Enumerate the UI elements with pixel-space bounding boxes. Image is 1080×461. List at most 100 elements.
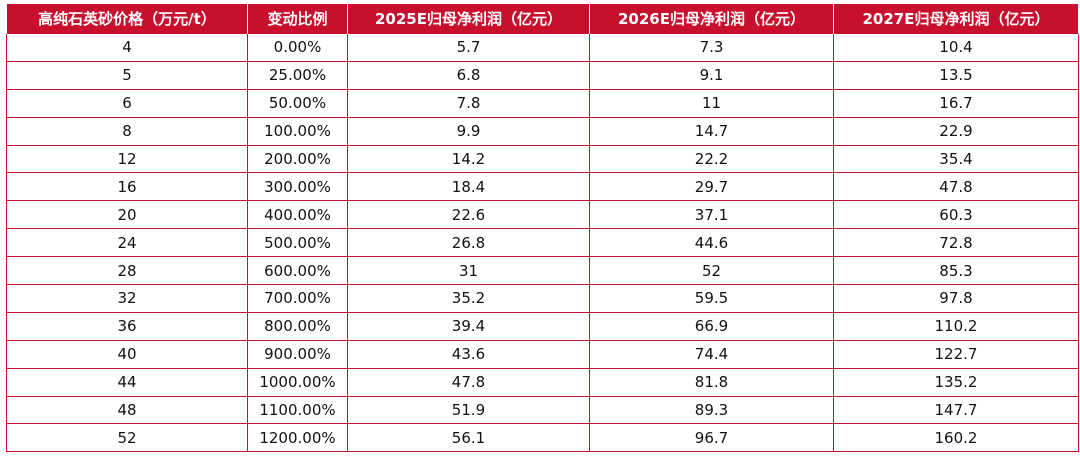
cell-profit-2027e: 16.7 [833,88,1079,118]
cell-profit-2027e: 85.3 [833,256,1079,286]
table-body: 4 0.00% 5.7 7.3 10.4 5 25.00% 6.8 9.1 13.5 6 50.00%… [6,33,1079,453]
cell-profit-2026e: 44.6 [589,228,834,258]
cell-price: 36 [6,311,248,341]
cell-profit-2025e: 47.8 [347,367,590,397]
cell-profit-2026e: 14.7 [589,116,834,146]
cell-profit-2026e: 11 [589,88,834,118]
table-row: 12 200.00% 14.2 22.2 35.4 [6,144,1079,174]
table-row: 20 400.00% 22.6 37.1 60.3 [6,200,1079,230]
cell-price: 28 [6,256,248,286]
cell-profit-2027e: 122.7 [833,339,1079,369]
cell-profit-2025e: 9.9 [347,116,590,146]
table-row: 6 50.00% 7.8 11 16.7 [6,88,1079,118]
cell-profit-2026e: 22.2 [589,144,834,174]
cell-profit-2025e: 43.6 [347,339,590,369]
cell-change-ratio: 200.00% [247,144,348,174]
cell-profit-2026e: 37.1 [589,200,834,230]
cell-profit-2025e: 39.4 [347,311,590,341]
cell-profit-2026e: 52 [589,256,834,286]
cell-profit-2025e: 56.1 [347,423,590,453]
cell-price: 6 [6,88,248,118]
table-row: 40 900.00% 43.6 74.4 122.7 [6,339,1079,369]
cell-profit-2026e: 59.5 [589,284,834,313]
cell-profit-2025e: 31 [347,256,590,286]
table-row: 32 700.00% 35.2 59.5 97.8 [6,284,1079,313]
table-row: 16 300.00% 18.4 29.7 47.8 [6,172,1079,202]
cell-price: 24 [6,228,248,258]
cell-change-ratio: 400.00% [247,200,348,230]
cell-profit-2027e: 47.8 [833,172,1079,202]
header-profit-2026e: 2026E归母净利润（亿元） [589,4,834,34]
cell-profit-2026e: 29.7 [589,172,834,202]
table-row: 44 1000.00% 47.8 81.8 135.2 [6,367,1079,397]
cell-change-ratio: 700.00% [247,284,348,313]
table-header: 高纯石英砂价格（万元/t） 变动比例 2025E归母净利润（亿元） 2026E归… [6,4,1079,34]
cell-profit-2025e: 6.8 [347,60,590,90]
header-change-ratio: 变动比例 [247,4,348,34]
cell-change-ratio: 1000.00% [247,367,348,397]
header-profit-2025e: 2025E归母净利润（亿元） [347,4,590,34]
cell-change-ratio: 25.00% [247,60,348,90]
table-row: 48 1100.00% 51.9 89.3 147.7 [6,395,1079,425]
cell-change-ratio: 600.00% [247,256,348,286]
cell-profit-2026e: 96.7 [589,423,834,453]
cell-profit-2025e: 7.8 [347,88,590,118]
cell-profit-2025e: 18.4 [347,172,590,202]
cell-change-ratio: 800.00% [247,311,348,341]
cell-profit-2026e: 66.9 [589,311,834,341]
header-price: 高纯石英砂价格（万元/t） [6,4,248,34]
header-row: 高纯石英砂价格（万元/t） 变动比例 2025E归母净利润（亿元） 2026E归… [6,4,1079,34]
cell-profit-2027e: 72.8 [833,228,1079,258]
cell-change-ratio: 100.00% [247,116,348,146]
cell-change-ratio: 300.00% [247,172,348,202]
cell-profit-2027e: 22.9 [833,116,1079,146]
cell-profit-2026e: 7.3 [589,33,834,62]
cell-price: 4 [6,33,248,62]
table-row: 8 100.00% 9.9 14.7 22.9 [6,116,1079,146]
cell-price: 5 [6,60,248,90]
cell-price: 16 [6,172,248,202]
cell-profit-2026e: 81.8 [589,367,834,397]
cell-change-ratio: 900.00% [247,339,348,369]
cell-profit-2025e: 26.8 [347,228,590,258]
cell-profit-2027e: 110.2 [833,311,1079,341]
cell-profit-2026e: 9.1 [589,60,834,90]
table-row: 24 500.00% 26.8 44.6 72.8 [6,228,1079,258]
cell-price: 12 [6,144,248,174]
cell-change-ratio: 500.00% [247,228,348,258]
header-profit-2027e: 2027E归母净利润（亿元） [833,4,1079,34]
cell-profit-2027e: 160.2 [833,423,1079,453]
cell-profit-2025e: 35.2 [347,284,590,313]
table-row: 5 25.00% 6.8 9.1 13.5 [6,60,1079,90]
cell-profit-2026e: 74.4 [589,339,834,369]
table-row: 52 1200.00% 56.1 96.7 160.2 [6,423,1079,453]
cell-profit-2027e: 147.7 [833,395,1079,425]
table-row: 4 0.00% 5.7 7.3 10.4 [6,33,1079,62]
cell-profit-2027e: 10.4 [833,33,1079,62]
cell-price: 44 [6,367,248,397]
cell-profit-2027e: 35.4 [833,144,1079,174]
cell-profit-2025e: 14.2 [347,144,590,174]
cell-profit-2027e: 13.5 [833,60,1079,90]
cell-price: 32 [6,284,248,313]
table-row: 36 800.00% 39.4 66.9 110.2 [6,311,1079,341]
cell-price: 40 [6,339,248,369]
cell-profit-2027e: 135.2 [833,367,1079,397]
cell-price: 52 [6,423,248,453]
cell-profit-2027e: 60.3 [833,200,1079,230]
cell-profit-2025e: 22.6 [347,200,590,230]
cell-profit-2026e: 89.3 [589,395,834,425]
cell-change-ratio: 0.00% [247,33,348,62]
cell-price: 20 [6,200,248,230]
cell-change-ratio: 1100.00% [247,395,348,425]
cell-profit-2025e: 51.9 [347,395,590,425]
cell-change-ratio: 1200.00% [247,423,348,453]
cell-price: 8 [6,116,248,146]
cell-profit-2025e: 5.7 [347,33,590,62]
table-row: 28 600.00% 31 52 85.3 [6,256,1079,286]
cell-price: 48 [6,395,248,425]
cell-change-ratio: 50.00% [247,88,348,118]
sensitivity-table-container: 高纯石英砂价格（万元/t） 变动比例 2025E归母净利润（亿元） 2026E归… [6,4,1079,453]
sensitivity-table: 高纯石英砂价格（万元/t） 变动比例 2025E归母净利润（亿元） 2026E归… [6,4,1079,453]
cell-profit-2027e: 97.8 [833,284,1079,313]
